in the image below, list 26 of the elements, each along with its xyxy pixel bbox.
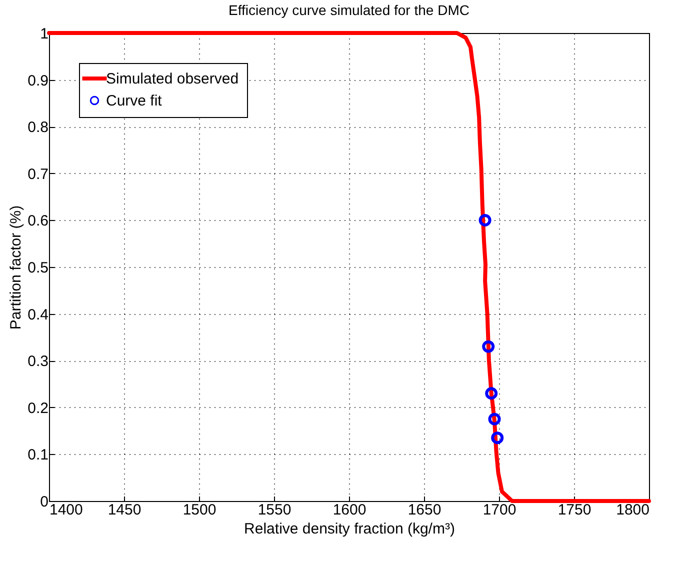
x-tick-label: 1700 — [482, 502, 516, 518]
y-tick-label: 0.2 — [28, 400, 48, 417]
y-tick-label: 0.8 — [28, 119, 48, 136]
y-tick-label: 0.1 — [28, 446, 48, 464]
y-tick-label: 0 — [40, 494, 48, 510]
y-axis-title: Partition factor (%) — [8, 205, 25, 330]
legend-label: Curve fit — [106, 92, 163, 110]
x-tick-label: 1600 — [332, 502, 366, 518]
x-tick-label: 1450 — [108, 502, 142, 518]
y-tick-label: 1 — [40, 26, 48, 42]
x-tick-label: 1800 — [616, 502, 650, 518]
x-tick-label: 1550 — [258, 502, 292, 518]
legend-label: Simulated observed — [106, 70, 239, 88]
y-tick-label: 0.6 — [28, 212, 48, 230]
y-tick-label: 0.4 — [28, 306, 48, 324]
y-tick-label: 0.3 — [28, 353, 48, 370]
x-tick-label: 1650 — [408, 502, 442, 518]
x-tick-label: 1750 — [558, 502, 592, 518]
chart-title: Efficiency curve simulated for the DMC — [228, 2, 470, 18]
y-tick-label: 0.9 — [28, 72, 48, 90]
x-tick-label: 1500 — [182, 502, 216, 518]
x-tick-label: 1400 — [50, 502, 83, 518]
y-tick-label: 0.7 — [28, 166, 48, 183]
line-series — [47, 31, 651, 503]
y-tick-label: 0.5 — [28, 260, 48, 276]
x-axis-title: Relative density fraction (kg/m³) — [244, 520, 455, 538]
